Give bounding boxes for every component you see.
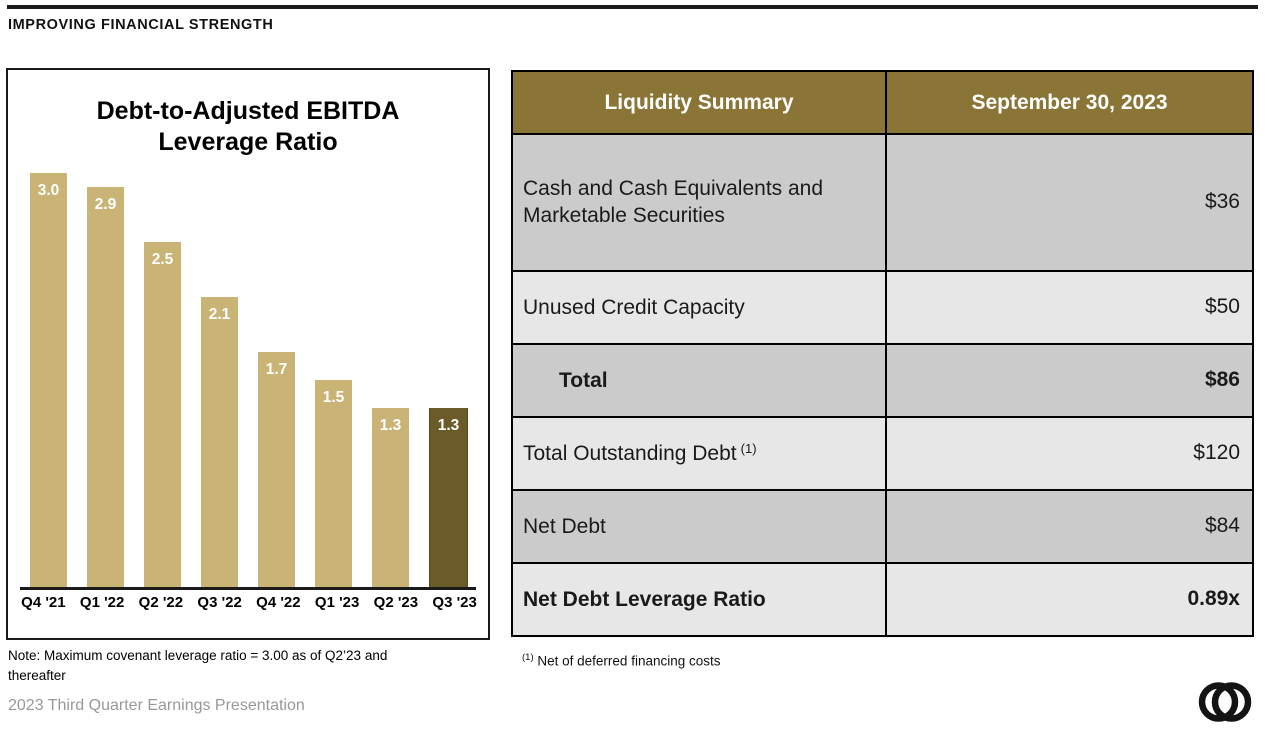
slide-kicker: IMPROVING FINANCIAL STRENGTH [8,17,274,33]
bar-q223: 1.3 [372,408,409,587]
footnote-marker: (1) [522,652,534,663]
row-value: $36 [885,133,1254,272]
bar-q422: 1.7 [258,352,295,587]
table-header-row: Liquidity Summary September 30, 2023 [511,70,1254,135]
x-tick-label: Q1 '23 [314,594,360,611]
x-tick-label: Q3 '23 [432,594,477,611]
x-tick-label: Q2 '23 [373,594,419,611]
leverage-ratio-chart-panel: Debt-to-Adjusted EBITDA Leverage Ratio 3… [6,68,490,640]
bar-series: 3.0 2.9 2.5 2.1 1.7 1.5 1.3 1.3 [30,173,468,587]
row-label: Net Debt Leverage Ratio [511,561,887,638]
bar-q222: 2.5 [144,242,181,587]
chart-note: Note: Maximum covenant leverage ratio = … [8,648,388,684]
table-row-unused-credit-capacity: Unused Credit Capacity $50 [511,269,1254,345]
row-label: Net Debt [511,488,887,564]
bar-value-label: 2.1 [208,306,231,323]
table-header-date: September 30, 2023 [885,70,1254,135]
x-tick-label: Q3 '22 [197,594,242,611]
row-value: $50 [885,269,1254,345]
table-footnote: (1) Net of deferred financing costs [522,652,721,669]
x-axis-line [20,587,476,590]
bar-value-label: 1.3 [437,417,460,434]
bar-value-label: 2.5 [151,251,174,268]
bar-value-label: 1.5 [322,389,345,406]
x-tick-label: Q4 '22 [256,594,301,611]
liquidity-summary-table: Liquidity Summary September 30, 2023 Cas… [511,70,1254,638]
chart-title: Debt-to-Adjusted EBITDA Leverage Ratio [8,96,488,159]
bar-q322: 2.1 [201,297,238,587]
x-tick-label: Q2 '22 [138,594,184,611]
table-row-cash-and-cash-equivalents-and-marketable-securities: Cash and Cash Equivalents and Marketable… [511,133,1254,272]
table-row-total-outstanding-debt: Total Outstanding Debt (1) $120 [511,415,1254,491]
bar-value-label: 1.7 [265,361,288,378]
bar-q122: 2.9 [87,187,124,587]
bar-q123: 1.5 [315,380,352,587]
table-header-liquidity-summary: Liquidity Summary [511,70,887,135]
interlocking-rings-logo [1198,682,1252,722]
row-label: Total [511,342,887,418]
row-label: Unused Credit Capacity [511,269,887,345]
row-value: $84 [885,488,1254,564]
row-value: $86 [885,342,1254,418]
bar-q323: 1.3 [429,408,468,587]
x-tick-label: Q1 '22 [79,594,125,611]
chart-title-line-1: Debt-to-Adjusted EBITDA [96,97,400,125]
bar-value-label: 3.0 [37,182,60,199]
row-value: $120 [885,415,1254,491]
table-row-net-debt-leverage-ratio: Net Debt Leverage Ratio 0.89x [511,561,1254,638]
slide-footer: 2023 Third Quarter Earnings Presentation [8,697,305,714]
bar-value-label: 1.3 [379,417,402,434]
row-label: Cash and Cash Equivalents and Marketable… [511,133,887,272]
x-axis-tick-labels: Q4 '21 Q1 '22 Q2 '22 Q3 '22 Q4 '22 Q1 '23 Q2 '… [14,594,484,611]
footnote-reference: (1) [740,440,757,456]
top-rule [7,5,1258,9]
footnote-text: Net of deferred financing costs [537,653,721,669]
row-label: Total Outstanding Debt (1) [511,415,887,491]
chart-title-line-2: Leverage Ratio [158,128,338,157]
x-tick-label: Q4 '21 [21,594,66,611]
table-row-net-debt: Net Debt $84 [511,488,1254,564]
table-row-total: Total $86 [511,342,1254,418]
row-value: 0.89x [885,561,1254,638]
bar-q421: 3.0 [30,173,67,587]
bar-value-label: 2.9 [94,196,117,213]
